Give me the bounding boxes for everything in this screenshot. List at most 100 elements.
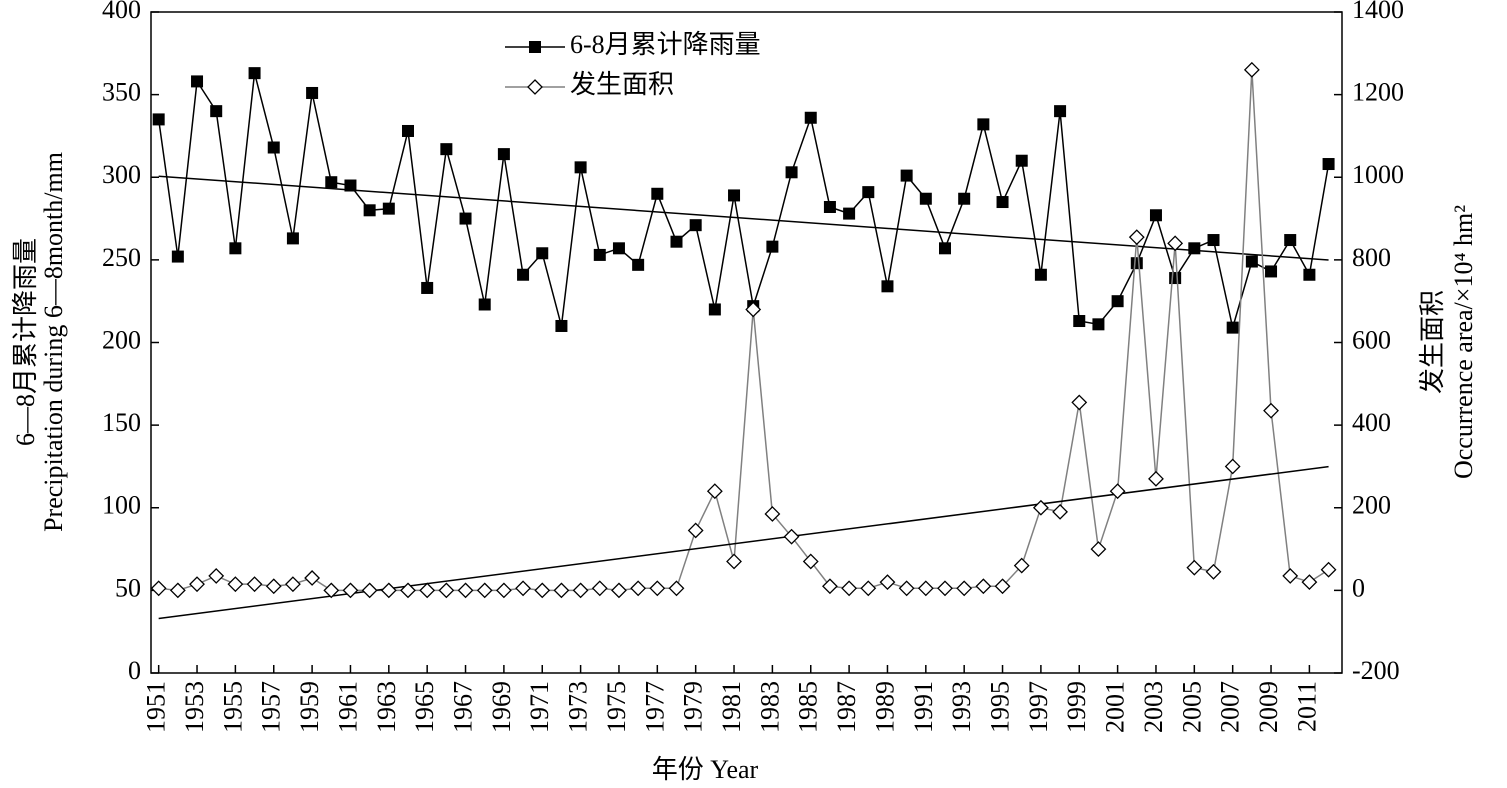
point — [361, 582, 378, 599]
legend-marker — [527, 79, 543, 95]
point — [977, 118, 990, 131]
x-tick-group: 2001 — [1101, 681, 1130, 733]
x-tick-label: 1993 — [947, 681, 976, 733]
point — [612, 242, 625, 255]
x-tick-group: 1981 — [717, 681, 746, 733]
x-tick-label: 2007 — [1216, 681, 1245, 733]
x-tick-group: 2003 — [1139, 681, 1168, 733]
y2-tick-label: 1200 — [1352, 78, 1404, 107]
point — [1013, 557, 1030, 574]
y2-axis-title: 发生面积 — [1418, 290, 1447, 394]
x-tick-label: 1965 — [410, 681, 439, 733]
x-tick-group: 1971 — [525, 681, 554, 733]
series-line — [157, 72, 1330, 328]
point — [459, 212, 472, 225]
point — [958, 192, 971, 205]
point — [517, 268, 530, 281]
point — [265, 578, 282, 595]
x-tick-label: 2009 — [1254, 681, 1283, 733]
point — [1188, 242, 1201, 255]
series-line — [158, 69, 1329, 592]
x-tick-label: 1959 — [295, 681, 324, 733]
point — [651, 187, 664, 200]
point — [401, 124, 414, 137]
point — [728, 189, 741, 202]
point — [745, 301, 762, 318]
y-axis-title: Precipitation during 6—8month/mm — [39, 152, 68, 532]
point — [1226, 321, 1239, 334]
point — [534, 582, 551, 599]
point — [1090, 541, 1107, 557]
point — [421, 281, 434, 294]
y2-tick-label: 1400 — [1352, 0, 1404, 24]
point — [900, 169, 913, 182]
point — [1169, 272, 1182, 285]
legend-marker — [529, 41, 541, 53]
point — [457, 582, 474, 599]
x-tick-label: 1951 — [142, 681, 171, 733]
point — [1263, 402, 1279, 419]
point — [843, 207, 856, 220]
point — [248, 67, 261, 80]
point — [841, 580, 858, 597]
point — [572, 582, 589, 599]
x-tick-group: 1975 — [602, 681, 631, 733]
point — [975, 578, 992, 595]
x-tick-group: 1983 — [755, 681, 784, 733]
point — [689, 219, 702, 232]
x-tick-label: 1979 — [679, 681, 708, 733]
point — [898, 580, 915, 597]
x-tick-group: 1999 — [1062, 681, 1091, 733]
point — [553, 582, 570, 599]
x-tick-group: 1987 — [832, 681, 861, 733]
point — [400, 582, 416, 599]
x-tick-group: 1969 — [487, 681, 516, 733]
point — [1092, 318, 1105, 331]
point — [285, 576, 301, 593]
point — [860, 580, 877, 597]
point — [150, 580, 167, 597]
y-tick-label: 200 — [102, 325, 141, 354]
point — [1265, 265, 1278, 278]
point — [766, 240, 779, 253]
point — [1148, 470, 1164, 487]
point — [342, 582, 359, 599]
x-tick-group: 2007 — [1216, 681, 1245, 733]
x-axis-title: 年份 Year — [652, 755, 759, 784]
x-tick-group: 1989 — [870, 681, 899, 733]
x-tick-group: 1985 — [794, 681, 823, 733]
y-tick-label: 250 — [102, 243, 141, 272]
y2-tick-label: 600 — [1352, 325, 1391, 354]
point — [286, 232, 299, 245]
x-tick-group: 1993 — [947, 681, 976, 733]
point — [1109, 483, 1126, 500]
point — [476, 582, 493, 599]
point — [382, 202, 395, 215]
point — [536, 247, 549, 260]
point — [1303, 268, 1316, 281]
x-tick-label: 1999 — [1062, 681, 1091, 733]
legend-label: 发生面积 — [570, 70, 674, 99]
x-tick-label: 2003 — [1139, 681, 1168, 733]
point — [1186, 559, 1203, 576]
x-tick-group: 2011 — [1292, 681, 1321, 732]
x-tick-group: 1953 — [180, 681, 209, 733]
x-tick-label: 1955 — [218, 681, 247, 733]
x-tick-label: 1967 — [449, 681, 478, 733]
x-tick-label: 1977 — [640, 681, 669, 733]
x-tick-label: 1991 — [909, 681, 938, 733]
x-tick-label: 1981 — [717, 681, 746, 733]
point — [227, 576, 244, 593]
y2-axis-title: Occurrence area/×10⁴ hm² — [1449, 205, 1478, 479]
point — [956, 580, 973, 597]
point — [939, 242, 951, 255]
point — [1282, 567, 1299, 584]
point — [1071, 394, 1088, 411]
x-tick-group: 1991 — [909, 681, 938, 733]
y-axis-title: 6—8月累计降雨量 — [11, 238, 40, 446]
point — [1034, 268, 1047, 281]
x-tick-group: 1997 — [1024, 681, 1053, 733]
x-tick-group: 1973 — [564, 681, 593, 733]
y-tick-label: 150 — [102, 408, 141, 437]
